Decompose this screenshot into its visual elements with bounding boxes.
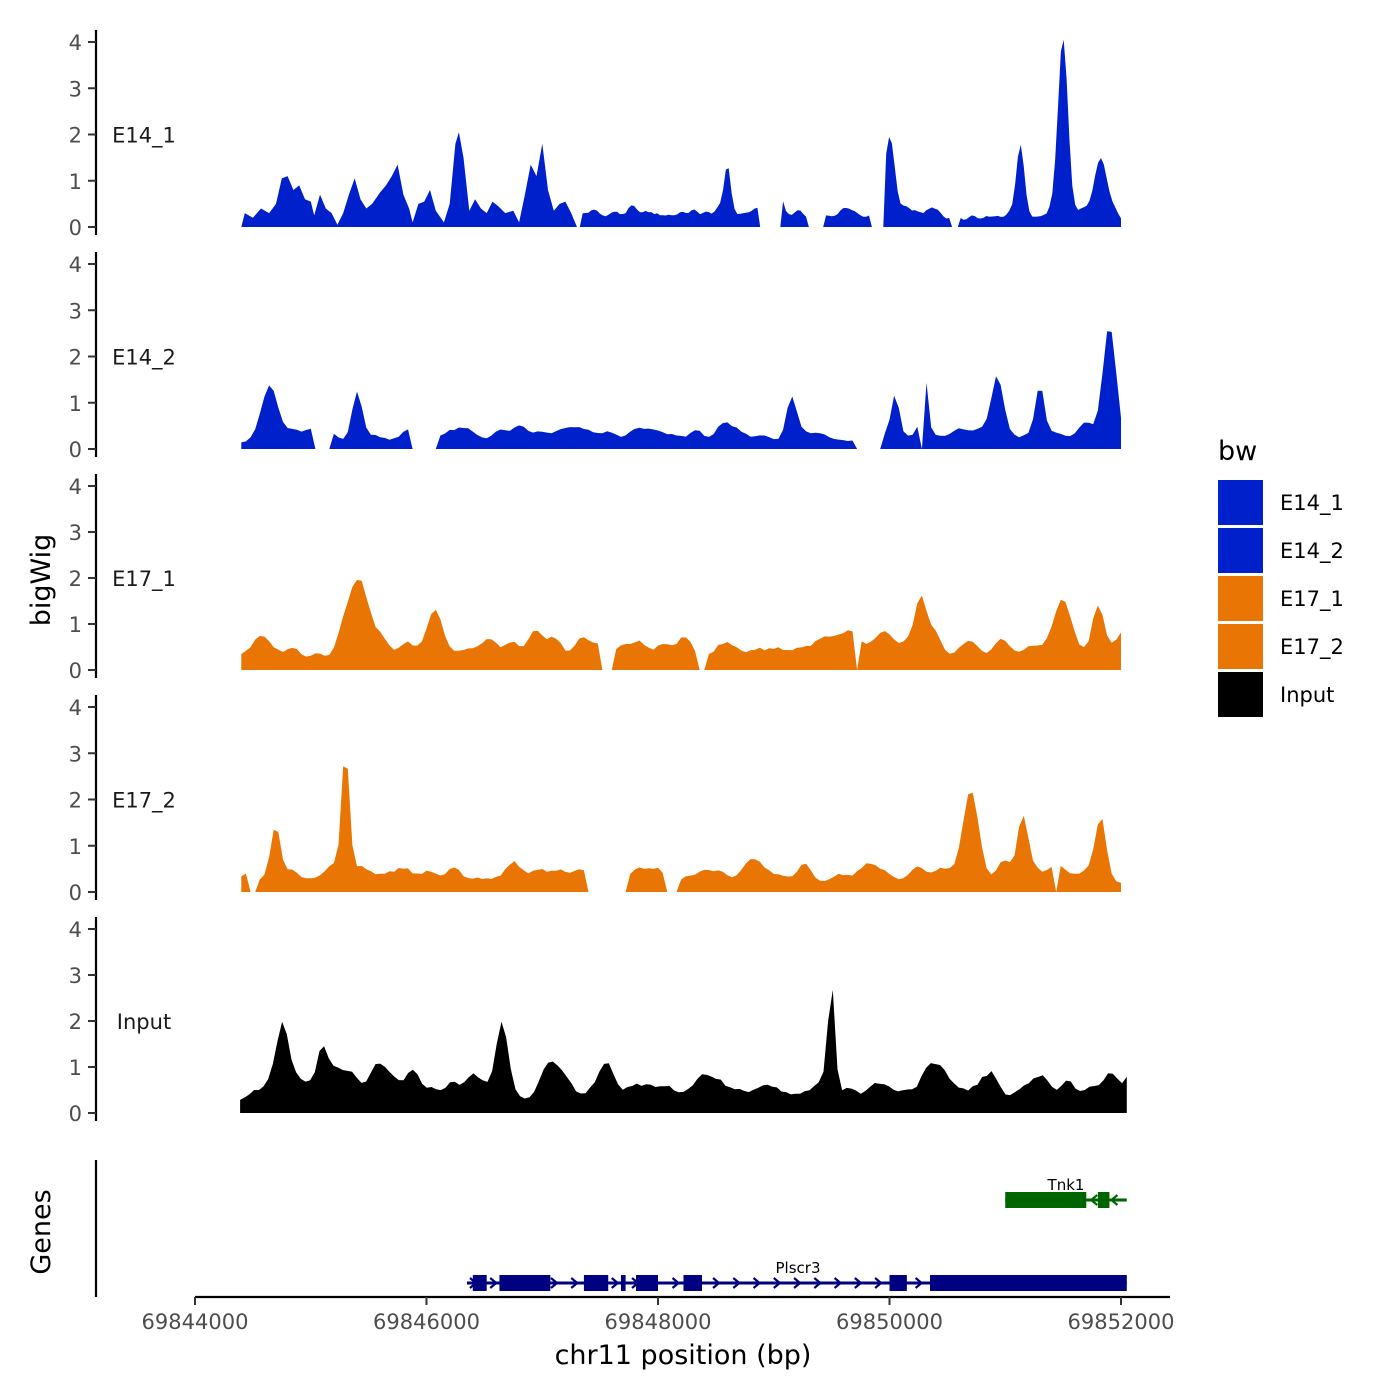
strand-arrow (712, 1277, 721, 1289)
strand-arrow (793, 1277, 802, 1289)
legend-key-e14_1 (1218, 480, 1263, 525)
strand-arrow (773, 1277, 782, 1289)
x-tick-label: 69850000 (836, 1310, 943, 1334)
y-tick-label: 3 (69, 521, 82, 545)
strand-arrow (1089, 1194, 1098, 1206)
gene-label-plscr3: Plscr3 (776, 1259, 821, 1277)
y-tick-label: 3 (69, 742, 82, 766)
gene-label-tnk1: Tnk1 (1047, 1176, 1085, 1194)
y-tick-label: 4 (69, 31, 82, 55)
y-tick-label: 3 (69, 964, 82, 988)
legend-label-e14_2: E14_2 (1280, 539, 1344, 564)
strand-arrow (752, 1277, 762, 1289)
strand-arrow (874, 1277, 883, 1289)
y-tick-label: 3 (69, 299, 82, 323)
legend-key-e17_1 (1218, 576, 1263, 621)
legend-key-input (1218, 672, 1263, 717)
legend-key-e17_2 (1218, 624, 1263, 669)
exon (499, 1275, 551, 1291)
y-tick-label: 0 (69, 1102, 82, 1126)
y-tick-label: 3 (69, 77, 82, 101)
y-tick-label: 4 (69, 696, 82, 720)
strand-arrow (813, 1277, 823, 1289)
track-label-e14_2: E14_2 (112, 346, 176, 371)
y-tick-label: 0 (69, 881, 82, 905)
track-panel-e17_1: 0 1 2 3 4 E17_1 (69, 474, 1122, 683)
y-tick-label: 1 (69, 613, 82, 637)
x-tick-label: 69844000 (142, 1310, 249, 1334)
strand-arrow (854, 1277, 863, 1289)
exon (1097, 1192, 1110, 1208)
strand-arrow (611, 1277, 620, 1289)
y-tick-label: 4 (69, 918, 82, 942)
coverage-area-e17_2 (241, 766, 1122, 892)
strand-arrow (732, 1277, 742, 1289)
x-axis-title: chr11 position (bp) (555, 1340, 812, 1371)
strand-arrow (1109, 1194, 1119, 1206)
legend-title: bw (1218, 436, 1257, 467)
exon (636, 1275, 658, 1291)
exon (620, 1275, 626, 1291)
legend: bw E14_1 E14_2 E17_1 E17_2 Input (1218, 436, 1344, 717)
y-tick-label: 4 (69, 475, 82, 499)
coverage-area-e14_2 (241, 331, 1122, 449)
strand-arrow (671, 1277, 681, 1289)
strand-arrow (833, 1277, 843, 1289)
y-axis-title: bigWig (26, 534, 57, 627)
exon (1005, 1192, 1087, 1208)
coverage-tracks: 0 1 2 3 4 E14_1 0 1 2 3 4 E14_2 0 1 2 3 4 E17_1 0 1 2 3 4 E17_2… (69, 30, 1127, 1126)
y-tick-label: 2 (69, 346, 82, 370)
track-label-e17_2: E17_2 (112, 789, 176, 814)
legend-label-e17_2: E17_2 (1280, 635, 1344, 660)
strand-arrow (489, 1277, 498, 1289)
y-tick-label: 2 (69, 567, 82, 591)
x-axis: 69844000 69846000 69848000 69850000 69852000 (142, 1295, 1175, 1334)
strand-arrow (914, 1277, 924, 1289)
legend-label-e17_1: E17_1 (1280, 587, 1344, 612)
gene-track: Tnk1 Plscr3 (94, 1160, 1127, 1297)
x-tick-label: 69848000 (605, 1310, 712, 1334)
y-tick-label: 0 (69, 216, 82, 240)
y-tick-label: 1 (69, 392, 82, 416)
legend-key-e14_2 (1218, 528, 1263, 573)
y-tick-label: 1 (69, 170, 82, 194)
track-panel-input: 0 1 2 3 4 Input (69, 917, 1127, 1126)
track-label-e14_1: E14_1 (112, 124, 176, 149)
exon (583, 1275, 609, 1291)
y-tick-label: 2 (69, 1010, 82, 1034)
track-panel-e14_2: 0 1 2 3 4 E14_2 (69, 252, 1122, 462)
y-tick-label: 2 (69, 789, 82, 813)
exon (683, 1275, 702, 1291)
x-tick-label: 69852000 (1068, 1310, 1175, 1334)
y-tick-label: 1 (69, 1056, 82, 1080)
gene-tnk1: Tnk1 (1005, 1176, 1127, 1208)
y-tick-label: 4 (69, 253, 82, 277)
track-label-e17_1: E17_1 (112, 567, 176, 592)
coverage-area-input (240, 989, 1127, 1113)
y-tick-label: 0 (69, 659, 82, 683)
exon (930, 1275, 1127, 1291)
track-panel-e14_1: 0 1 2 3 4 E14_1 (69, 30, 1122, 240)
track-panel-e17_2: 0 1 2 3 4 E17_2 (69, 695, 1122, 905)
x-tick-label: 69846000 (373, 1310, 480, 1334)
gene-plscr3: Plscr3 (467, 1259, 1127, 1291)
genes-axis-title: Genes (26, 1189, 57, 1274)
strand-arrow (550, 1277, 559, 1289)
exon (889, 1275, 907, 1291)
exon (472, 1275, 487, 1291)
legend-label-input: Input (1280, 683, 1334, 707)
legend-label-e14_1: E14_1 (1280, 491, 1344, 516)
coverage-area-e14_1 (241, 39, 1122, 228)
track-label-input: Input (117, 1010, 171, 1034)
coverage-area-e17_1 (241, 580, 1122, 670)
y-tick-label: 1 (69, 835, 82, 859)
strand-arrow (570, 1277, 579, 1289)
y-tick-label: 2 (69, 124, 82, 148)
y-tick-label: 0 (69, 438, 82, 462)
